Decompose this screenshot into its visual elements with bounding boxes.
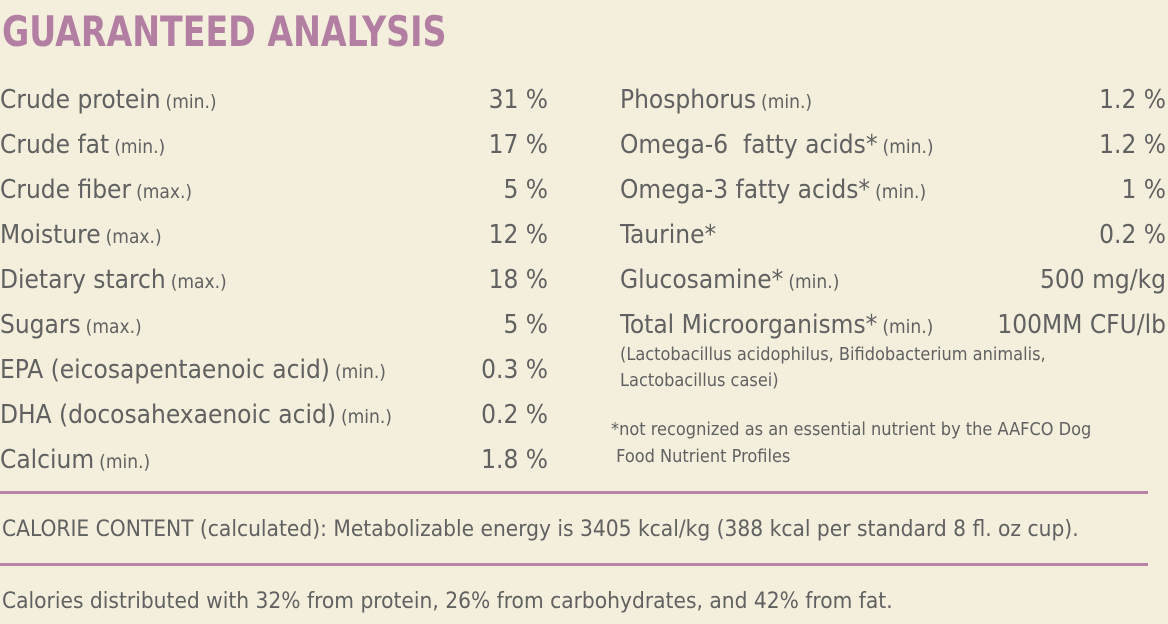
nutrient-qualifier: (min.) bbox=[334, 361, 386, 383]
nutrient-qualifier: (min.) bbox=[99, 451, 151, 473]
calorie-distribution: Calories distributed with 32% from prote… bbox=[2, 588, 893, 614]
nutrient-name: Taurine* bbox=[620, 220, 717, 250]
nutrient-value: 1 % bbox=[1121, 175, 1166, 205]
nutrient-value: 500 mg/kg bbox=[1040, 265, 1166, 295]
nutrient-row-taurine: Taurine* 0.2 % bbox=[620, 213, 1166, 258]
nutrient-value: 0.2 % bbox=[1099, 220, 1166, 250]
nutrient-value: 100MM CFU/lb bbox=[997, 310, 1166, 340]
nutrient-value: 0.3 % bbox=[481, 355, 548, 385]
nutrient-value: 1.2 % bbox=[1099, 130, 1166, 160]
nutrient-row-omega-6: Omega-6 fatty acids* (min.) 1.2 % bbox=[620, 123, 1166, 168]
nutrient-qualifier: (min.) bbox=[882, 136, 934, 158]
nutrient-row-dietary-starch: Dietary starch (max.) 18 % bbox=[0, 258, 548, 303]
nutrient-qualifier: (min.) bbox=[788, 271, 840, 293]
nutrient-name: Omega-6 fatty acids* bbox=[620, 130, 878, 160]
nutrient-qualifier: (max.) bbox=[85, 316, 142, 338]
nutrient-value: 1.8 % bbox=[481, 445, 548, 475]
nutrient-row-glucosamine: Glucosamine* (min.) 500 mg/kg bbox=[620, 258, 1166, 303]
nutrient-name: Phosphorus bbox=[620, 85, 757, 115]
nutrient-qualifier: (min.) bbox=[340, 406, 392, 428]
nutrient-value: 1.2 % bbox=[1099, 85, 1166, 115]
nutrient-row-sugars: Sugars (max.) 5 % bbox=[0, 303, 548, 348]
nutrient-name: Omega-3 fatty acids* bbox=[620, 175, 871, 205]
nutrient-qualifier: (min.) bbox=[882, 316, 934, 338]
nutrient-row-epa: EPA (eicosapentaenoic acid) (min.) 0.3 % bbox=[0, 348, 548, 393]
nutrient-name: EPA (eicosapentaenoic acid) bbox=[0, 355, 330, 385]
aafco-footnote: *not recognized as an essential nutrient… bbox=[611, 419, 1092, 467]
nutrient-name: Moisture bbox=[0, 220, 101, 250]
nutrient-row-crude-fiber: Crude fiber (max.) 5 % bbox=[0, 168, 548, 213]
nutrient-row-crude-protein: Crude protein (min.) 31 % bbox=[0, 78, 548, 123]
nutrient-qualifier: (min.) bbox=[761, 91, 813, 113]
nutrient-row-phosphorus: Phosphorus (min.) 1.2 % bbox=[620, 78, 1166, 123]
divider-top bbox=[0, 491, 1148, 494]
nutrient-qualifier: (min.) bbox=[875, 181, 927, 203]
nutrient-name: Crude fat bbox=[0, 130, 110, 160]
page-title: GUARANTEED ANALYSIS bbox=[2, 7, 447, 56]
nutrient-qualifier: (min.) bbox=[165, 91, 217, 113]
right-nutrient-column: Phosphorus (min.) 1.2 % Omega-6 fatty aci… bbox=[620, 78, 1166, 394]
nutrient-qualifier: (max.) bbox=[136, 181, 193, 203]
nutrient-qualifier: (min.) bbox=[114, 136, 166, 158]
nutrient-name: Crude protein bbox=[0, 85, 161, 115]
nutrient-value: 12 % bbox=[488, 220, 548, 250]
nutrient-value: 31 % bbox=[488, 85, 548, 115]
nutrient-name: DHA (docosahexaenoic acid) bbox=[0, 400, 336, 430]
nutrient-row-dha: DHA (docosahexaenoic acid) (min.) 0.2 % bbox=[0, 393, 548, 438]
nutrient-value: 18 % bbox=[488, 265, 548, 295]
nutrient-row-calcium: Calcium (min.) 1.8 % bbox=[0, 438, 548, 483]
nutrient-value: 5 % bbox=[503, 175, 548, 205]
nutrient-row-microorganisms: Total Microorganisms* (min.) 100MM CFU/lb bbox=[620, 303, 1166, 348]
nutrient-name: Dietary starch bbox=[0, 265, 166, 295]
divider-bottom bbox=[0, 563, 1148, 566]
nutrient-qualifier: (max.) bbox=[170, 271, 227, 293]
nutrient-name: Glucosamine* bbox=[620, 265, 784, 295]
nutrient-value: 5 % bbox=[503, 310, 548, 340]
nutrient-row-omega-3: Omega-3 fatty acids* (min.) 1 % bbox=[620, 168, 1166, 213]
nutrient-row-moisture: Moisture (max.) 12 % bbox=[0, 213, 548, 258]
nutrient-name: Sugars bbox=[0, 310, 81, 340]
nutrient-name: Crude fiber bbox=[0, 175, 132, 205]
left-nutrient-column: Crude protein (min.) 31 % Crude fat (min.)… bbox=[0, 78, 548, 483]
nutrient-name: Calcium bbox=[0, 445, 95, 475]
calorie-content: CALORIE CONTENT (calculated): Metaboliza… bbox=[2, 516, 1079, 542]
nutrient-qualifier: (max.) bbox=[105, 226, 162, 248]
nutrient-row-crude-fat: Crude fat (min.) 17 % bbox=[0, 123, 548, 168]
nutrient-name: Total Microorganisms* bbox=[620, 310, 878, 340]
nutrient-value: 0.2 % bbox=[481, 400, 548, 430]
microorganisms-note: (Lactobacillus acidophilus, Bifidobacter… bbox=[620, 344, 1046, 391]
nutrient-value: 17 % bbox=[488, 130, 548, 160]
